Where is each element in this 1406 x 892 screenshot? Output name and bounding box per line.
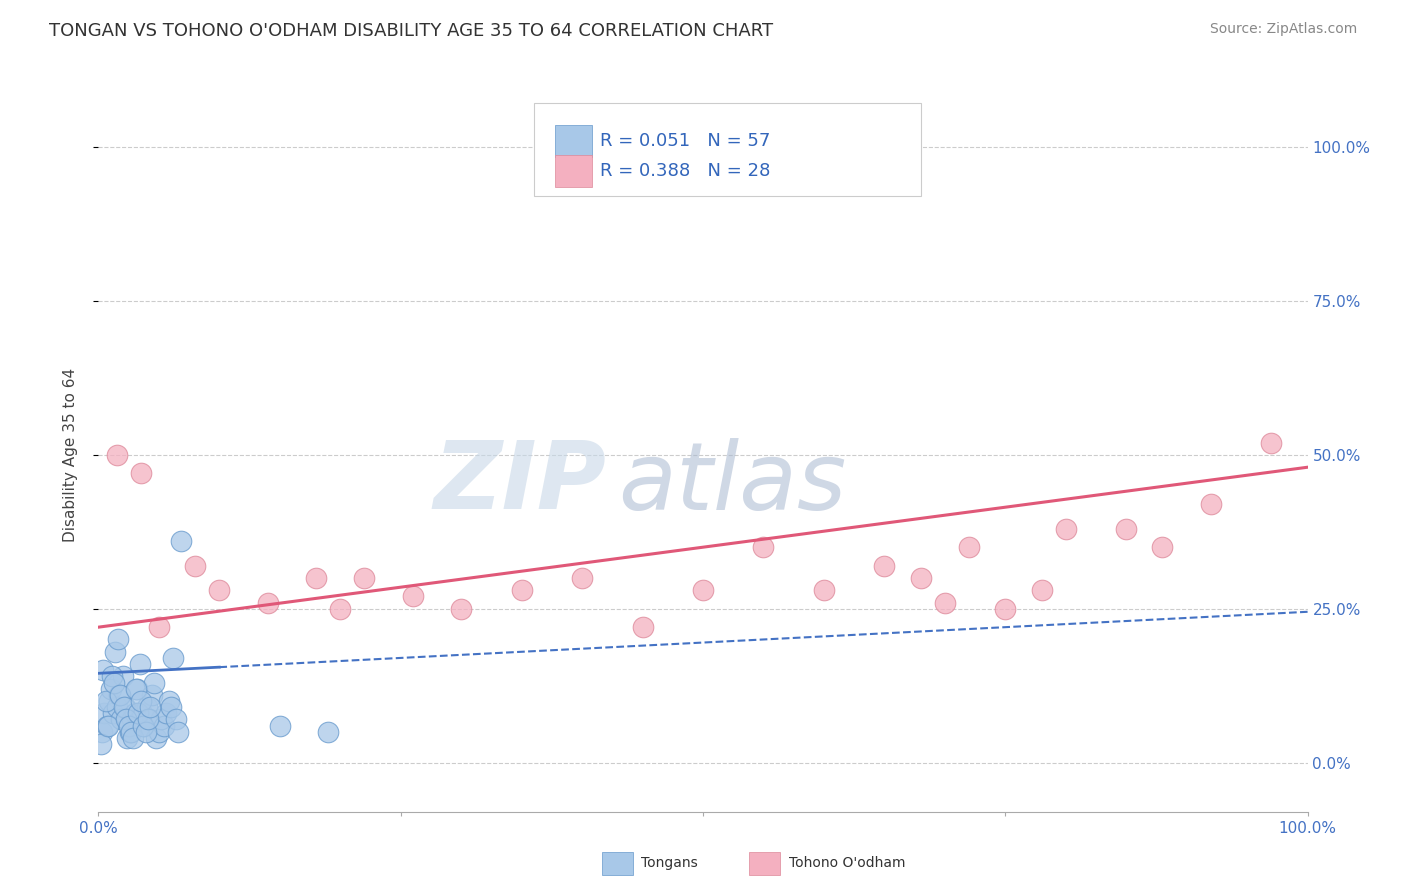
Point (402, 590, 425, 604)
Point (152, 718, 174, 732)
Point (910, 571, 932, 585)
Point (167, 724, 190, 739)
Point (957, 540, 980, 554)
Point (329, 601, 352, 615)
Point (1260, 435, 1282, 450)
Point (353, 571, 375, 585)
Point (131, 706, 153, 721)
Text: Source: ZipAtlas.com: Source: ZipAtlas.com (1209, 22, 1357, 37)
Point (128, 657, 150, 671)
Y-axis label: Disability Age 35 to 64: Disability Age 35 to 64 (63, 368, 77, 542)
Point (1199, 497, 1222, 511)
Point (631, 620, 654, 634)
Point (169, 534, 191, 549)
Point (316, 724, 339, 739)
Point (115, 713, 138, 727)
Point (94, 694, 117, 708)
Point (994, 601, 1017, 615)
Point (1031, 583, 1053, 598)
Point (124, 706, 146, 721)
Point (148, 724, 170, 739)
Text: TONGAN VS TOHONO O'ODHAM DISABILITY AGE 35 TO 64 CORRELATION CHART: TONGAN VS TOHONO O'ODHAM DISABILITY AGE … (49, 22, 773, 40)
Point (813, 583, 835, 598)
Point (110, 713, 132, 727)
Point (91, 724, 114, 739)
Point (692, 583, 714, 598)
Point (127, 681, 149, 696)
Point (111, 669, 134, 683)
Point (122, 731, 145, 745)
Point (97, 718, 120, 732)
Point (148, 620, 170, 634)
Point (1115, 522, 1137, 536)
Point (135, 724, 157, 739)
Point (134, 718, 156, 732)
Point (136, 713, 159, 727)
Point (208, 583, 231, 598)
Point (127, 706, 149, 721)
Point (101, 706, 124, 721)
Point (934, 596, 956, 610)
Point (108, 688, 131, 702)
Point (91, 663, 114, 677)
Point (269, 718, 291, 732)
Point (121, 713, 143, 727)
Point (132, 718, 155, 732)
Point (873, 558, 896, 573)
Point (155, 706, 177, 721)
Point (1152, 540, 1174, 554)
Point (118, 724, 141, 739)
Point (104, 645, 127, 659)
Text: R = 0.051   N = 57: R = 0.051 N = 57 (600, 132, 770, 150)
Point (150, 713, 173, 727)
Point (108, 688, 131, 702)
Point (256, 596, 278, 610)
Point (135, 700, 157, 714)
Point (98, 694, 121, 708)
Point (305, 571, 328, 585)
Point (100, 681, 122, 696)
Point (125, 681, 148, 696)
Point (112, 700, 135, 714)
Point (120, 724, 142, 739)
Point (1054, 522, 1077, 536)
Point (105, 700, 128, 714)
Point (450, 601, 472, 615)
Point (114, 700, 136, 714)
Point (139, 700, 162, 714)
Point (105, 448, 128, 462)
Point (141, 688, 163, 702)
Point (184, 558, 207, 573)
Point (100, 669, 122, 683)
Text: Tongans: Tongans (641, 856, 697, 871)
Point (162, 651, 184, 665)
Point (103, 675, 125, 690)
Point (93, 706, 115, 721)
Point (117, 731, 139, 745)
Point (160, 700, 183, 714)
Point (129, 694, 152, 708)
Point (138, 713, 160, 727)
Text: R = 0.388   N = 28: R = 0.388 N = 28 (600, 162, 770, 180)
Text: ZIP: ZIP (433, 437, 606, 530)
Point (571, 571, 593, 585)
Point (90, 737, 112, 751)
Point (129, 467, 152, 481)
Point (107, 632, 129, 647)
Point (157, 694, 180, 708)
Text: Tohono O'odham: Tohono O'odham (789, 856, 905, 871)
Point (118, 718, 141, 732)
Text: atlas: atlas (619, 438, 846, 529)
Point (143, 675, 166, 690)
Point (165, 713, 187, 727)
Point (510, 583, 533, 598)
Point (96, 718, 118, 732)
Point (145, 731, 167, 745)
Point (752, 540, 775, 554)
